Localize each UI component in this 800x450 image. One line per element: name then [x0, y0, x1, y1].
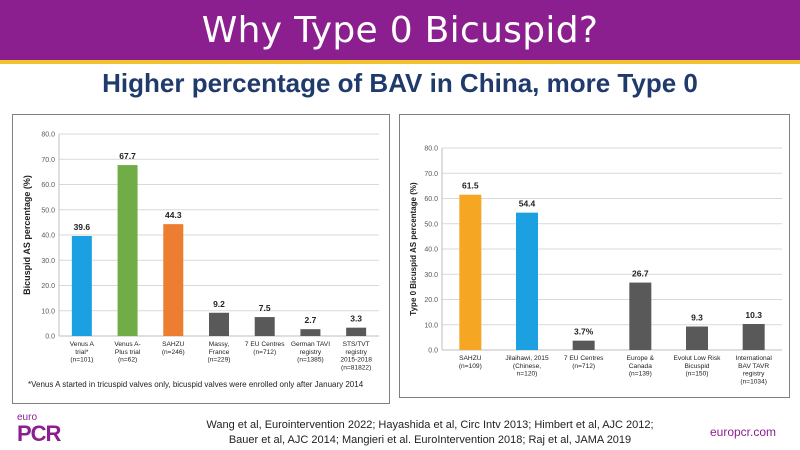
left-chart-bar: [254, 317, 275, 336]
right-chart-category-label: International: [736, 355, 773, 362]
left-chart-category-label: (n=246): [162, 349, 185, 356]
right-chart-ytick-label: 50.0: [424, 221, 438, 228]
right-chart-bar-value-label: 54.4: [519, 199, 536, 209]
right-chart-bar: [686, 326, 708, 350]
slide-subtitle: Higher percentage of BAV in China, more …: [102, 68, 698, 98]
right-chart-category-label: Evolut Low Risk: [674, 355, 722, 362]
right-chart-ytick-label: 40.0: [424, 247, 438, 254]
right-bar-chart: 0.0 10.0 20.0 30.0 40.0 50.0 60.0 70.0 80.0 Type …: [409, 146, 782, 385]
right-chart-ytick-label: 60.0: [424, 196, 438, 203]
right-chart-bar-value-label: 3.7%: [574, 327, 594, 337]
right-chart-ytick-label: 30.0: [424, 272, 438, 279]
left-chart-panel: 0.0 10.0 20.0 30.0 40.0 50.0 60.0 70.0 80.0 Bicus…: [12, 114, 390, 404]
right-chart-category-label: Jilaihawi, 2015: [505, 355, 549, 362]
accent-stripe: [0, 60, 800, 64]
left-chart-bar: [209, 312, 229, 336]
left-chart-bar: [71, 236, 92, 336]
right-chart-category-label: SAHZU: [459, 355, 482, 362]
left-chart-category-label: STS/TVT: [343, 341, 370, 348]
left-chart-category-label: Venus A: [70, 341, 95, 348]
left-chart-ytick-label: 30.0: [41, 258, 55, 265]
left-chart-ytick-label: 10.0: [41, 308, 55, 315]
left-chart-category-label: Plus trial: [115, 349, 141, 356]
right-chart-ytick-label: 10.0: [424, 322, 438, 329]
title-banner: Why Type 0 Bicuspid?: [0, 0, 800, 60]
right-chart-ytick-label: 80.0: [424, 146, 438, 153]
left-chart-ytick-label: 0.0: [45, 334, 55, 341]
left-chart-category-label: registry: [300, 349, 322, 356]
left-chart-category-label: (n=1385): [297, 357, 324, 364]
left-bar-chart: 0.0 10.0 20.0 30.0 40.0 50.0 60.0 70.0 80.0 Bicus…: [22, 132, 379, 371]
right-chart-category-label: BAV TAVR: [738, 363, 769, 370]
right-chart-bar: [572, 340, 595, 350]
left-chart-bar-value-label: 3.3: [350, 314, 362, 324]
right-chart-ytick-label: 70.0: [424, 171, 438, 178]
left-chart-bar: [300, 329, 321, 336]
right-chart-bar: [742, 323, 765, 350]
right-chart-panel: 0.0 10.0 20.0 30.0 40.0 50.0 60.0 70.0 80.0 Type …: [399, 114, 790, 398]
right-chart-category-label: (n=139): [629, 371, 652, 378]
right-chart-category-label: (Chinese,: [513, 363, 541, 370]
right-chart-category-label: registry: [743, 371, 765, 378]
left-chart-category-label: German TAVI: [291, 341, 330, 348]
right-chart-category-label: (n=712): [572, 363, 595, 370]
right-chart-category-label: (n=150): [686, 371, 709, 378]
left-chart-category-label: Venus A-: [114, 341, 140, 348]
right-chart-ytick-label: 20.0: [424, 297, 438, 304]
left-chart-category-label: trial*: [75, 349, 89, 356]
left-chart-bar-value-label: 44.3: [165, 210, 182, 220]
europcr-logo-euro: euro: [17, 412, 38, 423]
left-chart-ytick-label: 40.0: [41, 233, 55, 240]
right-chart-bar-value-label: 61.5: [462, 181, 479, 191]
left-chart-bar: [346, 327, 367, 336]
left-chart-bar-value-label: 39.6: [74, 222, 91, 232]
right-chart-category-label: Bicuspid: [685, 363, 710, 370]
references-line-2: Bauer et al, AJC 2014; Mangieri et al. E…: [228, 434, 632, 446]
left-chart-bar-value-label: 7.5: [259, 303, 271, 313]
left-chart-ytick-label: 80.0: [41, 132, 55, 139]
europcr-url: europcr.com: [709, 425, 776, 439]
right-chart-category-label: n=120): [517, 371, 538, 378]
left-chart-category-label: SAHZU: [162, 341, 185, 348]
left-chart-ylabel: Bicuspid AS percentage (%): [22, 175, 32, 295]
left-chart-bar: [117, 165, 138, 336]
left-chart-category-label: 7 EU Centres: [245, 341, 285, 348]
left-chart-bar-value-label: 2.7: [305, 315, 317, 325]
right-chart-bar-value-label: 10.3: [745, 310, 762, 320]
right-chart-category-label: (n=109): [459, 363, 482, 370]
left-chart-ytick-label: 20.0: [41, 283, 55, 290]
right-chart-ytick-label: 0.0: [428, 348, 438, 355]
right-chart-ylabel: Type 0 Bicuspid AS percentage (%): [409, 182, 418, 316]
right-chart-bar-value-label: 9.3: [691, 313, 703, 323]
slide-title: Why Type 0 Bicuspid?: [201, 9, 599, 51]
right-chart-category-label: (n=1034): [740, 378, 767, 385]
right-chart-bar: [516, 212, 538, 350]
left-chart-category-label: France: [209, 349, 230, 356]
chart-footnote: *Venus A started in tricuspid valves onl…: [28, 380, 364, 389]
right-chart-bar: [459, 194, 482, 350]
left-chart-ytick-label: 50.0: [41, 207, 55, 214]
left-chart-category-label: 2015-2018: [340, 357, 372, 364]
right-chart-bar-value-label: 26.7: [632, 269, 649, 279]
left-chart-category-label: (n=712): [253, 349, 276, 356]
right-chart-bar: [629, 282, 652, 350]
left-chart-category-label: registry: [345, 349, 367, 356]
right-chart-category-label: 7 EU Centres: [564, 355, 604, 362]
references: Wang et al, Eurointervention 2022; Hayas…: [190, 418, 670, 448]
left-chart-ytick-label: 70.0: [41, 157, 55, 164]
right-chart-category-label: Canada: [629, 363, 652, 370]
left-chart-category-label: Massy,: [209, 341, 230, 348]
left-chart-bar-value-label: 67.7: [119, 151, 136, 161]
references-line-1: Wang et al, Eurointervention 2022; Hayas…: [206, 419, 654, 431]
left-chart-category-label: (n=62): [118, 357, 137, 364]
right-chart-category-label: Europe &: [627, 355, 655, 362]
left-chart-category-label: (n=229): [208, 357, 231, 364]
europcr-logo: PCR: [17, 421, 61, 446]
left-chart-category-label: (n=101): [70, 357, 93, 364]
left-chart-bar-value-label: 9.2: [213, 299, 225, 309]
left-chart-category-label: (n=81822): [341, 364, 371, 371]
left-chart-ytick-label: 60.0: [41, 182, 55, 189]
left-chart-bar: [163, 224, 184, 336]
